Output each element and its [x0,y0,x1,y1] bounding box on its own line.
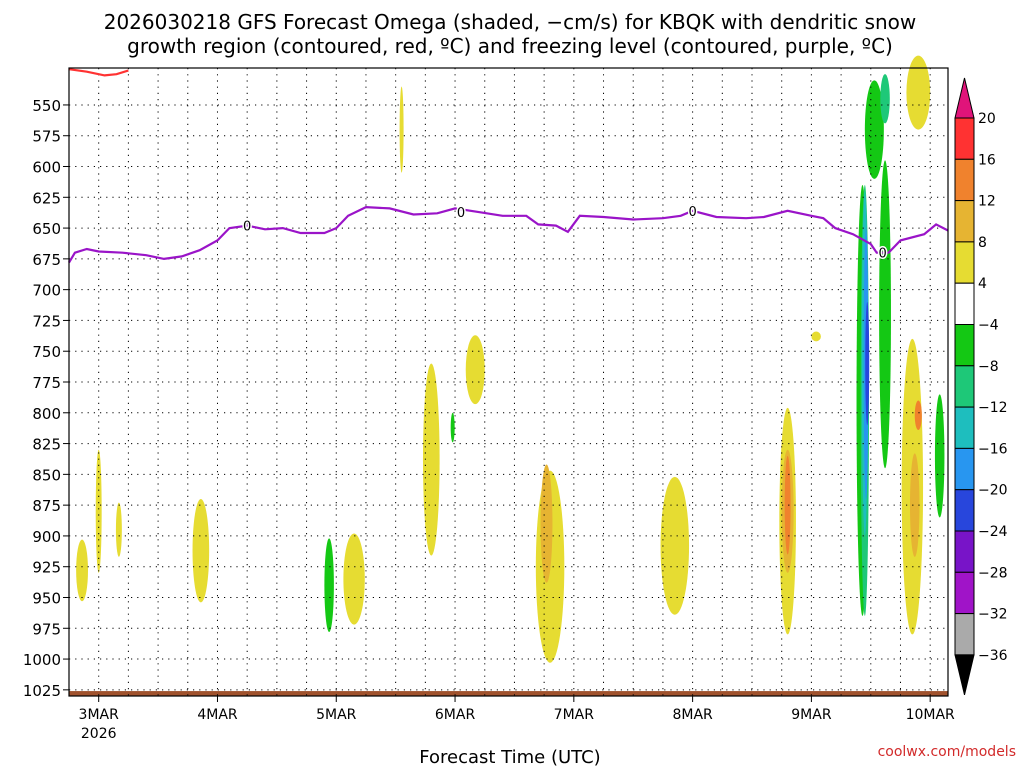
x-tick-label: 5MAR [316,707,357,723]
y-tick-label: 800 [32,405,61,423]
terrain-strip [69,691,948,696]
colorbar-swatch [954,200,975,243]
omega-region-4 [422,363,440,556]
omega-region-12 [784,455,791,555]
colorbar-swatch [954,365,975,408]
omega-region-4 [95,449,102,573]
y-tick-label: 1025 [23,682,61,700]
omega-region-4 [660,476,690,615]
colorbar-label: −20 [978,483,1008,499]
colorbar-label: −24 [978,524,1008,540]
y-tick-label: 1000 [23,651,61,669]
colorbar-swatch [954,117,975,160]
x-tick-label: 6MAR [435,707,476,723]
y-tick-label: 950 [32,589,61,607]
omega-shading [69,55,948,696]
omega-region-4 [399,86,404,173]
colorbar-swatch [954,282,975,326]
x-tick-year: 2026 [81,726,117,742]
colorbar-label: −28 [978,565,1008,581]
colorbar-bottom-arrow [954,654,975,696]
y-axis: 550 575 600 625 650 675 700 725 750 775 800 825 850 8… [23,97,69,700]
omega-region-8 [540,464,553,583]
contours: 0 0 0 0 [68,68,949,264]
omega-region--20 [865,301,870,426]
colorbar-label: 16 [978,152,996,168]
colorbar-label: −4 [978,318,999,334]
dgz-contour [68,68,129,77]
colorbar-label: 20 [978,111,996,127]
omega-region-4 [811,331,821,342]
y-tick-label: 725 [32,312,61,330]
y-tick-label: 625 [32,189,61,207]
y-tick-label: 550 [32,97,61,115]
x-tick-label: 9MAR [791,707,832,723]
omega-region--4 [450,412,455,443]
omega-region-8 [909,453,920,557]
y-tick-label: 575 [32,128,61,146]
y-tick-label: 600 [32,159,61,177]
colorbar-label: 12 [978,194,996,210]
colorbar-label: −8 [978,359,999,375]
omega-region--4 [934,394,945,518]
chart-title-line1: 2026030218 GFS Forecast Omega (shaded, −… [104,10,917,34]
freezing-level-label: 0 [243,220,251,235]
x-axis: 3MAR 2026 4MAR 5MAR 6MAR 7MAR 8MAR 9MAR 10MAR [79,696,955,742]
omega-region-12 [914,400,922,431]
x-tick-label: 3MAR [79,707,120,723]
freezing-level-contour [68,205,949,264]
colorbar: 20 16 12 8 4 −4 −8 −12 −16 −20 −24 −28 −32 −36 [954,77,1008,696]
omega-region-4 [906,55,931,130]
colorbar-swatch [954,489,975,532]
x-axis-label: Forecast Time (UTC) [419,747,600,768]
y-tick-label: 875 [32,497,61,515]
credit-text: coolwx.com/models [878,744,1016,760]
chart-title-line2: growth region (contoured, red, ºC) and f… [127,34,893,58]
y-tick-label: 825 [32,436,61,454]
omega-region-4 [192,498,210,603]
omega-region--4 [324,538,334,632]
y-tick-label: 750 [32,343,61,361]
y-tick-label: 775 [32,374,61,392]
colorbar-label: 8 [978,235,987,251]
gridlines [69,68,948,696]
colorbar-label: −36 [978,648,1008,664]
colorbar-swatch [954,241,975,284]
x-tick-label: 10MAR [906,707,955,723]
x-tick-label: 7MAR [554,707,595,723]
colorbar-label: −16 [978,441,1008,457]
omega-region-4 [465,335,485,405]
x-tick-label: 4MAR [197,707,238,723]
y-tick-label: 850 [32,466,61,484]
freezing-level-label: 0 [457,206,465,221]
colorbar-swatch [954,613,975,656]
colorbar-swatch [954,447,975,491]
omega-region--8 [880,74,890,124]
freezing-level-label: 0 [879,247,887,262]
omega-region-4 [76,539,89,602]
colorbar-top-arrow [954,77,975,119]
colorbar-swatch [954,530,975,573]
y-tick-label: 675 [32,251,61,269]
colorbar-swatch [954,158,975,202]
omega-region-4 [115,502,122,557]
colorbar-swatch [954,324,975,367]
omega-region--4 [879,160,891,469]
y-tick-label: 925 [32,559,61,577]
omega-region-4 [343,533,365,625]
colorbar-label: 4 [978,276,987,292]
x-tick-label: 8MAR [672,707,713,723]
colorbar-label: −12 [978,400,1008,416]
y-tick-label: 650 [32,220,61,238]
colorbar-swatch [954,571,975,615]
y-tick-label: 700 [32,282,61,300]
colorbar-swatch [954,406,975,449]
y-tick-label: 900 [32,528,61,546]
freezing-level-label: 0 [688,205,696,220]
y-tick-label: 975 [32,620,61,638]
colorbar-label: −32 [978,607,1008,623]
